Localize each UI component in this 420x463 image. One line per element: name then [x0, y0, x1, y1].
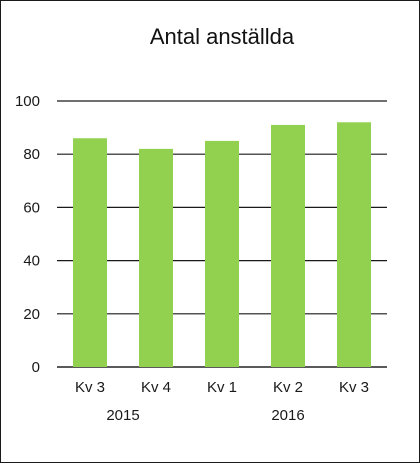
bar: [205, 140, 239, 367]
y-tick-label: 100: [15, 93, 40, 110]
x-group-label: 2015: [106, 407, 139, 424]
x-category-label: Kv 3: [339, 379, 369, 396]
y-tick-label: 20: [23, 306, 40, 323]
bar: [271, 124, 305, 367]
chart-title: Antal anställda: [150, 24, 295, 49]
y-tick-label: 40: [23, 253, 40, 270]
x-category-label: Kv 1: [207, 379, 237, 396]
bars: [73, 122, 371, 367]
x-group-label: 2016: [271, 407, 304, 424]
y-tick-label: 0: [32, 359, 40, 376]
y-tick-label: 60: [23, 199, 40, 216]
x-category-label: Kv 2: [273, 379, 303, 396]
y-tick-label: 80: [23, 146, 40, 163]
bar: [139, 148, 173, 367]
x-category-label: Kv 4: [141, 379, 171, 396]
x-axis-year-groups: 2015 2016: [106, 407, 304, 424]
x-category-label: Kv 3: [75, 379, 105, 396]
bar: [73, 138, 107, 367]
y-axis-ticks: 0 20 40 60 80 100: [15, 93, 40, 376]
x-axis-categories: Kv 3 Kv 4 Kv 1 Kv 2 Kv 3: [75, 379, 369, 396]
bar: [337, 122, 371, 367]
